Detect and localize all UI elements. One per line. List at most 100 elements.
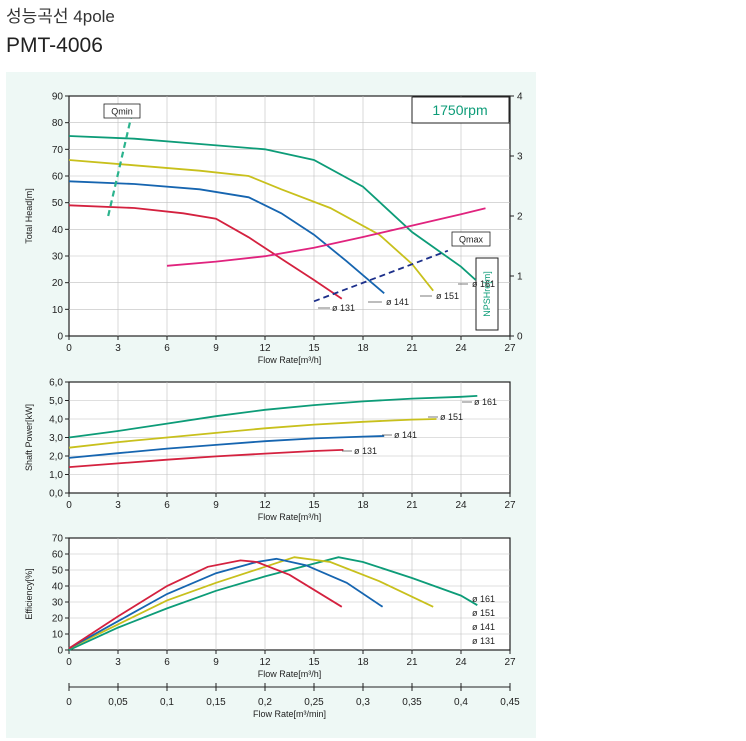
power-label-d141: ø 141 <box>394 430 417 440</box>
secondary-x-tick-label: 0 <box>66 697 72 708</box>
head-y-tick-label: 70 <box>52 145 64 156</box>
efficiency-y-tick-label: 70 <box>52 534 64 545</box>
power-x-tick-label: 15 <box>308 500 320 511</box>
efficiency-y-tick-label: 20 <box>52 614 64 625</box>
head-x-tick-label: 12 <box>259 343 271 354</box>
power-y-tick-label: 0,0 <box>49 489 63 500</box>
efficiency-x-tick-label: 3 <box>115 657 121 668</box>
head-y2-tick-label: 3 <box>517 152 523 163</box>
efficiency-x-tick-label: 6 <box>164 657 170 668</box>
power-curve-d151 <box>68 418 437 449</box>
power-x-tick-label: 0 <box>66 500 72 511</box>
efficiency-y-tick-label: 30 <box>52 598 64 609</box>
head-y-tick-label: 30 <box>52 252 64 263</box>
power-x-tick-label: 12 <box>259 500 271 511</box>
power-curve-d131 <box>68 449 344 468</box>
qmin-line <box>107 117 133 217</box>
head-y-tick-label: 90 <box>52 92 64 103</box>
secondary-x-tick-label: 0,3 <box>356 697 370 708</box>
power-x-tick-label: 9 <box>213 500 219 511</box>
qmin-label: Qmin <box>111 107 133 117</box>
efficiency-x-tick-label: 0 <box>66 657 72 668</box>
head-x-axis-label: Flow Rate[m³/h] <box>258 355 322 365</box>
efficiency-x-tick-label: 21 <box>406 657 418 668</box>
secondary-x-tick-label: 0,35 <box>402 697 422 708</box>
efficiency-curve-d161 <box>68 556 478 651</box>
speed-label: 1750rpm <box>432 102 487 118</box>
head-curve-d141 <box>68 180 385 294</box>
power-x-tick-label: 3 <box>115 500 121 511</box>
secondary-x-tick-label: 0,25 <box>304 697 324 708</box>
head-x-tick-label: 0 <box>66 343 72 354</box>
head-plot-area <box>68 95 511 337</box>
qmin-label-box <box>103 103 141 119</box>
power-y-tick-label: 3,0 <box>49 433 63 444</box>
efficiency-x-tick-label: 24 <box>455 657 467 668</box>
secondary-x-tick-label: 0,2 <box>258 697 272 708</box>
efficiency-curve-d131 <box>68 559 343 650</box>
power-y-tick-label: 5,0 <box>49 396 63 407</box>
head-x-tick-label: 21 <box>406 343 418 354</box>
chart-title-korean: 성능곡선 4pole <box>6 7 115 26</box>
power-x-tick-label: 18 <box>357 500 369 511</box>
efficiency-x-axis-label: Flow Rate[m³/h] <box>258 669 322 679</box>
head-label-d141: ø 141 <box>386 297 409 307</box>
efficiency-x-tick-label: 15 <box>308 657 320 668</box>
head-y-tick-label: 40 <box>52 225 64 236</box>
secondary-x-tick-label: 0,05 <box>108 697 128 708</box>
npsh-curve <box>166 207 486 267</box>
power-curve-d141 <box>68 435 385 459</box>
efficiency-x-tick-label: 12 <box>259 657 271 668</box>
efficiency-y-tick-label: 0 <box>57 646 63 657</box>
head-x-tick-label: 9 <box>213 343 219 354</box>
efficiency-curve-d151 <box>68 556 434 650</box>
head-y-tick-label: 60 <box>52 172 64 183</box>
efficiency-y-tick-label: 50 <box>52 566 64 577</box>
head-label-d151: ø 151 <box>436 291 459 301</box>
secondary-x-axis-label: Flow Rate[m³/min] <box>253 709 326 719</box>
efficiency-y-tick-label: 60 <box>52 550 64 561</box>
head-y-tick-label: 80 <box>52 118 64 129</box>
head-curve-d161 <box>68 135 477 281</box>
head-x-tick-label: 15 <box>308 343 320 354</box>
speed-label-box <box>411 96 510 124</box>
secondary-x-tick-label: 0,45 <box>500 697 520 708</box>
head-y2-tick-label: 2 <box>517 212 523 223</box>
head-y2-tick-label: 4 <box>517 92 523 103</box>
power-label-d161: ø 161 <box>474 397 497 407</box>
power-curve-d161 <box>68 395 478 439</box>
power-label-d131: ø 131 <box>354 446 377 456</box>
pump-model-title: PMT-4006 <box>6 34 103 57</box>
npsh-axis-label-box <box>475 257 499 331</box>
power-label-d151: ø 151 <box>440 412 463 422</box>
npsh-axis-label: NPSHre[m] <box>482 271 492 317</box>
power-y-tick-label: 6,0 <box>49 378 63 389</box>
efficiency-x-tick-label: 27 <box>504 657 516 668</box>
power-y-tick-label: 4,0 <box>49 415 63 426</box>
power-x-tick-label: 27 <box>504 500 516 511</box>
qmax-label-box <box>451 231 491 247</box>
head-x-tick-label: 3 <box>115 343 121 354</box>
head-x-tick-label: 6 <box>164 343 170 354</box>
secondary-x-tick-label: 0,15 <box>206 697 226 708</box>
head-y-tick-label: 0 <box>57 332 63 343</box>
head-y2-tick-label: 0 <box>517 332 523 343</box>
power-x-tick-label: 21 <box>406 500 418 511</box>
power-x-axis-label: Flow Rate[m³/h] <box>258 512 322 522</box>
head-y-axis-label: Total Head[m] <box>24 188 34 244</box>
head-label-d131: ø 131 <box>332 303 355 313</box>
power-y-axis-label: Shaft Power[kW] <box>24 404 34 471</box>
efficiency-y-tick-label: 10 <box>52 630 64 641</box>
efficiency-x-tick-label: 9 <box>213 657 219 668</box>
efficiency-label-d131: ø 131 <box>472 636 495 646</box>
power-y-tick-label: 2,0 <box>49 452 63 463</box>
head-x-tick-label: 27 <box>504 343 516 354</box>
head-x-tick-label: 18 <box>357 343 369 354</box>
head-y2-tick-label: 1 <box>517 272 523 283</box>
head-curve-d151 <box>68 159 434 292</box>
qmax-line <box>313 249 449 303</box>
head-x-tick-label: 24 <box>455 343 467 354</box>
head-y-tick-label: 20 <box>52 278 64 289</box>
secondary-x-tick-label: 0,1 <box>160 697 174 708</box>
